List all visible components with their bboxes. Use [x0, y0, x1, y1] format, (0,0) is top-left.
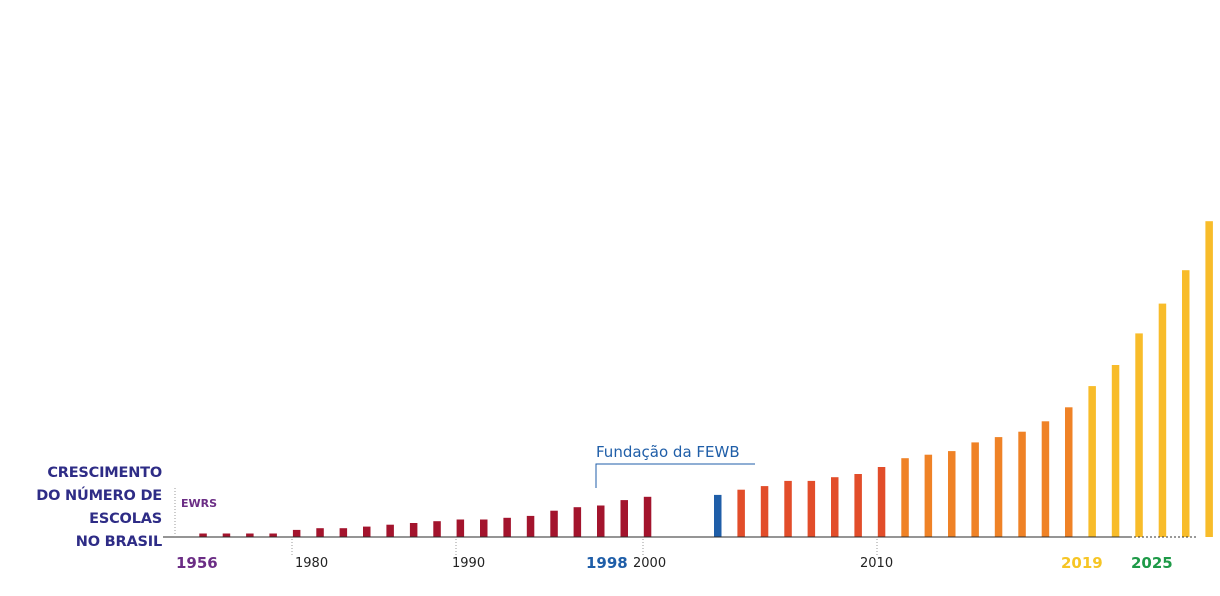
bar-1989 [503, 517, 511, 537]
bar-1981 [316, 528, 324, 537]
tick-label-1998: 1998 [586, 554, 628, 572]
bar-1978 [246, 533, 254, 537]
tick-label-1980: 1980 [295, 556, 328, 571]
chart-title: CRESCIMENTO DO NÚMERO DE ESCOLAS NO BRAS… [20, 462, 162, 554]
bar-1986 [433, 521, 441, 537]
bar-1991 [550, 510, 558, 537]
bar-1988 [480, 519, 488, 537]
bar-1990 [526, 515, 535, 537]
ewrs-label: EWRS [181, 497, 217, 510]
bar-2008 [948, 451, 956, 537]
bar-2016 [1135, 333, 1143, 537]
fewb-annotation-bracket [595, 463, 755, 488]
fewb-annotation-label: Fundação da FEWB [596, 443, 740, 461]
bar-2001 [784, 480, 792, 537]
bar-2019 [1205, 221, 1213, 537]
bar-2013 [1065, 407, 1073, 537]
bar-2018 [1182, 270, 1190, 537]
chart-title-line-2: DO NÚMERO DE [36, 488, 162, 504]
chart-title-line-4: NO BRASIL [75, 534, 162, 550]
bar-1992 [573, 507, 582, 537]
bar-1979 [269, 533, 277, 537]
bar-1985 [409, 523, 418, 537]
tick-label-2019: 2019 [1061, 554, 1103, 572]
bar-2009 [971, 442, 979, 537]
chart-title-line-3: ESCOLAS [89, 511, 162, 527]
bar-1994 [620, 500, 628, 537]
tick-label-1990: 1990 [452, 556, 485, 571]
bar-1984 [386, 524, 394, 537]
bar-1993 [597, 505, 605, 537]
bar-2010 [994, 437, 1003, 537]
bar-2004 [854, 474, 862, 537]
bar-1980 [292, 529, 301, 537]
bar-1998 [714, 494, 722, 537]
bar-2000 [760, 486, 769, 537]
chart-title-line-1: CRESCIMENTO [47, 465, 162, 481]
bar-2007 [924, 454, 933, 537]
bar-1999 [737, 489, 745, 537]
bar-1983 [363, 526, 371, 537]
bar-1982 [339, 528, 348, 537]
bar-2015 [1111, 365, 1120, 537]
tick-label-2025: 2025 [1131, 554, 1173, 572]
bar-2005 [877, 467, 886, 537]
bars-group [199, 221, 1213, 537]
tick-label-2000: 2000 [633, 556, 666, 571]
bar-2011 [1018, 431, 1026, 537]
bar-2003 [831, 477, 839, 537]
bar-2014 [1088, 386, 1096, 537]
bar-1995 [643, 496, 652, 537]
bar-2017 [1158, 303, 1167, 537]
bar-1956 [199, 533, 207, 537]
tick-label-1956: 1956 [176, 554, 218, 572]
bar-1977 [222, 533, 231, 537]
tick-label-2010: 2010 [860, 556, 893, 571]
bar-2012 [1041, 421, 1050, 537]
bar-1987 [456, 519, 465, 537]
bar-2006 [901, 458, 909, 537]
bar-2002 [807, 480, 816, 537]
